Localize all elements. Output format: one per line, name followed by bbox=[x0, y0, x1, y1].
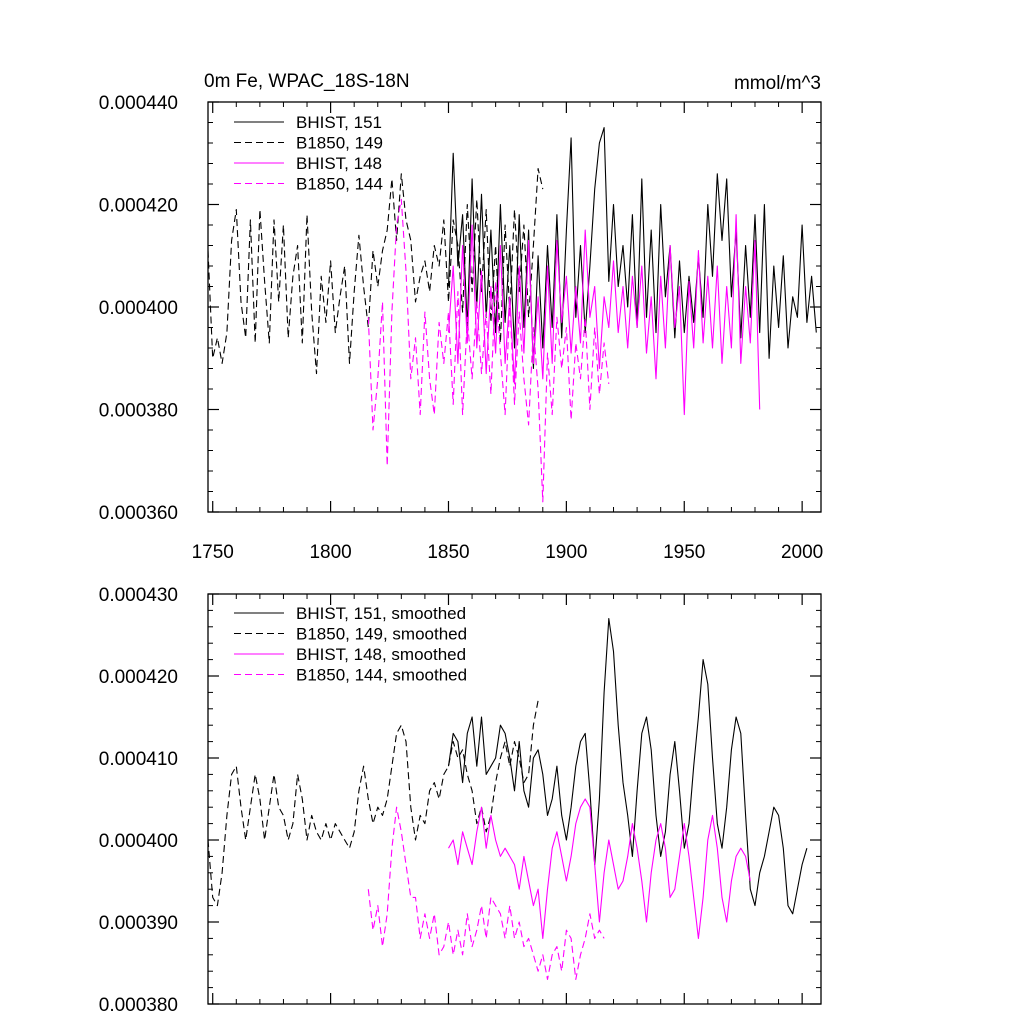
series-line-4 bbox=[367, 806, 605, 980]
y-tick-label: 0.000440 bbox=[99, 93, 178, 114]
y-tick-label: 0.000430 bbox=[99, 585, 178, 606]
legend-label: B1850, 149 bbox=[296, 134, 383, 153]
y-tick-label: 0.000400 bbox=[99, 298, 178, 319]
top-panel: 0m Fe, WPAC_18S-18N mmol/m^3 0.000360 0.000… bbox=[99, 71, 824, 563]
legend-label: BHIST, 148, smoothed bbox=[296, 645, 466, 664]
bottom-panel: 0.000380 0.000390 0.000400 0.000410 0.000420… bbox=[99, 585, 822, 1016]
y-tick-label: 0.000360 bbox=[99, 503, 178, 524]
series-line-3 bbox=[447, 214, 761, 416]
y-tick-label: 0.000400 bbox=[99, 831, 178, 852]
x-tick-label: 2000 bbox=[781, 542, 823, 563]
series-line-1 bbox=[447, 618, 808, 915]
legend-label: BHIST, 148 bbox=[296, 154, 382, 173]
series-line-2 bbox=[208, 700, 539, 907]
legend-label: B1850, 149, smoothed bbox=[296, 625, 467, 644]
y-tick-label: 0.000420 bbox=[99, 667, 178, 688]
x-tick-label: 1950 bbox=[663, 542, 705, 563]
y-tick-label: 0.000380 bbox=[99, 995, 178, 1016]
series-line-2 bbox=[208, 168, 544, 375]
legend-label: BHIST, 151 bbox=[296, 113, 382, 132]
y-tick-label: 0.000420 bbox=[99, 196, 178, 217]
y-tick-label: 0.000380 bbox=[99, 401, 178, 422]
x-tick-label: 1800 bbox=[309, 542, 351, 563]
units-label: mmol/m^3 bbox=[734, 73, 821, 94]
legend-label: BHIST, 151, smoothed bbox=[296, 604, 466, 623]
series-line-1 bbox=[447, 127, 817, 370]
legend: BHIST, 151, smoothed B1850, 149, smoothed… bbox=[234, 604, 467, 685]
y-tick-label: 0.000390 bbox=[99, 913, 178, 934]
legend-label: B1850, 144, smoothed bbox=[296, 666, 467, 685]
x-tick-label: 1750 bbox=[192, 542, 234, 563]
chart-title: 0m Fe, WPAC_18S-18N bbox=[204, 71, 410, 92]
plot-frame bbox=[207, 593, 822, 1005]
x-tick-label: 1850 bbox=[427, 542, 469, 563]
series-line-3 bbox=[448, 798, 751, 939]
series-group bbox=[208, 127, 817, 503]
legend-label: B1850, 144 bbox=[296, 175, 383, 194]
x-tick-label: 1900 bbox=[545, 542, 587, 563]
series-group bbox=[208, 618, 808, 980]
series-line-4 bbox=[367, 198, 610, 503]
y-tick-label: 0.000410 bbox=[99, 749, 178, 770]
